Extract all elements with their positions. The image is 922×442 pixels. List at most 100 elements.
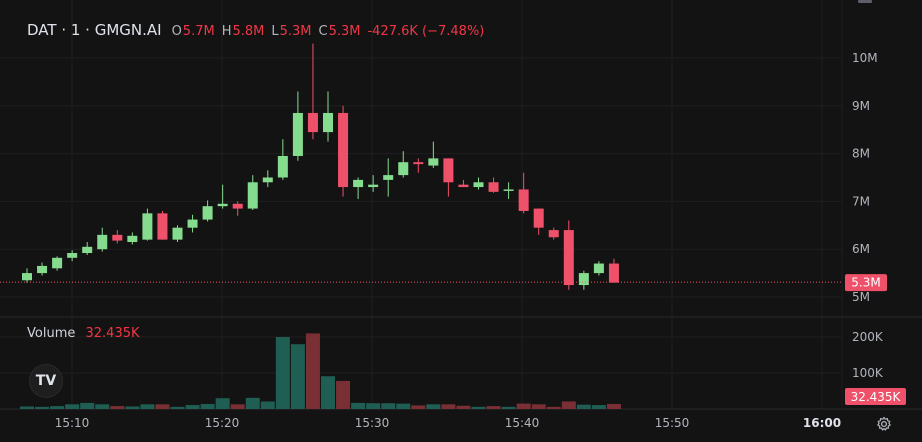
time-tick-label: 16:00 <box>803 416 841 430</box>
volume-bar <box>155 404 170 409</box>
candle-body <box>488 182 499 192</box>
candle-body <box>443 158 454 183</box>
volume-bar <box>411 405 426 409</box>
price-tick-label: 6M <box>852 242 870 256</box>
candle-body <box>353 179 364 188</box>
volume-bar <box>50 406 65 409</box>
volume-bar <box>65 404 80 409</box>
volume-bar <box>185 405 200 409</box>
volume-bar <box>215 398 230 409</box>
candle-body <box>232 203 243 209</box>
time-tick-label: 15:30 <box>355 416 390 430</box>
price-tick-label: 7M <box>852 194 870 208</box>
time-tick-label: 15:10 <box>55 416 90 430</box>
volume-bar <box>140 404 155 409</box>
volume-series <box>20 333 621 409</box>
price-line-overlays: 5.3M 32.435K <box>0 274 906 405</box>
volume-bar <box>396 403 411 409</box>
gear-icon[interactable] <box>876 416 892 432</box>
volume-bar <box>516 403 531 409</box>
volume-bar <box>486 406 501 409</box>
last-volume-badge <box>845 388 906 405</box>
price-axis: 5M 6M 7M 8M 9M 10M <box>852 51 878 304</box>
low-label: L <box>271 24 279 39</box>
candle-body <box>97 234 108 250</box>
volume-bar <box>456 405 471 409</box>
volume-bar <box>125 406 140 409</box>
candle-body <box>338 112 349 188</box>
collapse-handle-icon[interactable] <box>858 0 872 3</box>
candle-body <box>548 230 559 238</box>
volume-axis: 100K 200K <box>852 330 884 380</box>
price-tick-label: 8M <box>852 147 870 161</box>
volume-bar <box>336 380 351 409</box>
volume-bar <box>351 402 366 409</box>
time-tick-label: 15:50 <box>655 416 690 430</box>
price-tick-label: 9M <box>852 99 870 113</box>
candle-body <box>112 234 123 241</box>
volume-bar <box>95 404 110 409</box>
tradingview-logo-icon[interactable]: TV <box>29 364 63 398</box>
volume-bar <box>606 403 621 409</box>
last-price-badge-text: 5.3M <box>851 276 880 290</box>
candle-body <box>563 230 574 286</box>
low-value: 5.3M <box>279 24 312 39</box>
time-axis: 15:10 15:20 15:30 15:40 15:50 16:00 <box>55 416 841 430</box>
volume-bar <box>170 406 185 409</box>
candle-body <box>217 203 228 207</box>
volume-bar <box>35 406 50 409</box>
volume-bar <box>381 403 396 409</box>
volume-bar <box>441 404 456 409</box>
high-label: H <box>221 24 232 39</box>
volume-bar <box>366 403 381 409</box>
volume-bar <box>546 406 561 409</box>
volume-bar <box>426 404 441 409</box>
candle-body <box>503 189 514 191</box>
time-tick-label: 15:40 <box>505 416 540 430</box>
candle-body <box>292 112 303 156</box>
candle-body <box>247 182 258 209</box>
volume-bar <box>80 402 95 409</box>
volume-bar <box>471 406 486 409</box>
candle-body <box>307 112 318 133</box>
volume-bar <box>561 401 576 409</box>
volume-tick-label: 200K <box>852 330 884 344</box>
candle-body <box>202 206 213 220</box>
volume-bar <box>531 404 546 409</box>
candle-body <box>262 177 273 183</box>
ohlc-legend: DAT · 1 · GMGN.AI O 5.7M H 5.8M L 5.3M C 5.3… <box>27 21 484 39</box>
volume-label: Volume <box>27 326 76 341</box>
symbol-title: DAT · 1 · GMGN.AI <box>27 21 162 39</box>
change-value: -427.6K (−7.48%) <box>367 24 485 39</box>
candle-body <box>398 162 409 176</box>
last-price-badge <box>845 274 887 292</box>
volume-bar <box>230 404 245 409</box>
volume-bar <box>591 405 606 409</box>
candle-body <box>383 175 394 180</box>
candle-body <box>277 155 288 178</box>
volume-bar <box>200 403 215 409</box>
last-volume-badge-text: 32.435K <box>851 390 902 404</box>
candle-body <box>473 182 484 188</box>
volume-bar <box>260 401 275 409</box>
high-value: 5.8M <box>232 24 265 39</box>
open-label: O <box>171 24 182 39</box>
candle-series <box>22 43 619 290</box>
candle-body <box>323 112 333 133</box>
candle-body <box>37 265 48 274</box>
candle-body <box>428 158 439 166</box>
candle-body <box>518 189 529 211</box>
candle-body <box>578 273 589 286</box>
volume-bar <box>275 337 290 409</box>
candle-body <box>52 257 63 269</box>
price-tick-label: 5M <box>852 290 870 304</box>
time-tick-label: 15:20 <box>205 416 240 430</box>
volume-bar <box>305 333 320 409</box>
candle-body <box>82 246 93 254</box>
candle-body <box>157 213 168 240</box>
volume-bar <box>501 406 516 409</box>
candle-body <box>368 184 379 188</box>
candle-body <box>67 253 78 258</box>
volume-bar <box>290 344 305 409</box>
